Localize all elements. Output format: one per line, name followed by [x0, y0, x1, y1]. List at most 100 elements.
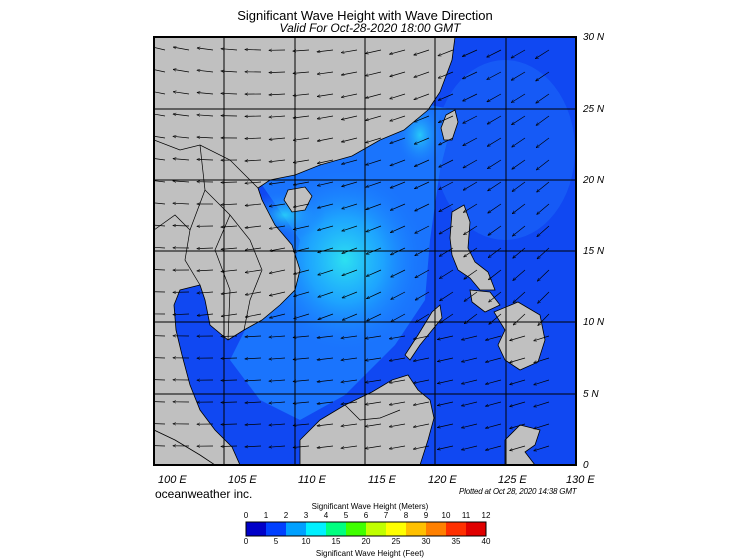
wave-arrow	[511, 93, 526, 103]
wave-arrow	[366, 203, 382, 210]
wave-arrow	[269, 225, 286, 229]
wave-arrow	[293, 181, 310, 185]
lat-label-0: 0	[583, 460, 589, 471]
wave-arrow	[365, 335, 382, 339]
wave-arrow	[318, 225, 334, 230]
wave-arrow	[415, 269, 430, 278]
wave-arrow	[154, 158, 166, 161]
wave-arrow	[154, 269, 166, 271]
colorbar-swatch	[446, 522, 467, 536]
wave-arrow	[173, 159, 190, 160]
wave-arrow	[317, 137, 334, 141]
wave-arrow	[317, 181, 334, 186]
wave-arrow	[463, 203, 478, 212]
wave-arrow	[317, 357, 334, 360]
colorbar-meters-tick: 8	[403, 511, 409, 520]
wave-arrow	[390, 159, 406, 166]
wave-arrow	[391, 269, 406, 277]
wave-arrow	[439, 159, 454, 167]
colorbar-meters-title: Significant Wave Height (Meters)	[311, 502, 429, 511]
wave-arrow	[154, 202, 166, 205]
sulawesi	[504, 424, 541, 465]
wave-arrow	[511, 71, 526, 80]
wave-arrow	[197, 248, 214, 249]
wave-arrow	[245, 446, 262, 447]
wave-arrow	[342, 137, 358, 142]
colorbar-swatch	[266, 522, 287, 536]
wave-arrow	[389, 379, 406, 383]
wave-arrow	[221, 204, 238, 205]
wave-arrow	[269, 181, 286, 184]
colorbar-meters-tick: 7	[383, 511, 389, 520]
wave-arrow	[221, 49, 238, 50]
wave-arrow	[269, 269, 286, 273]
wave-arrow	[269, 358, 286, 359]
wave-arrow	[221, 358, 238, 359]
wave-arrow	[439, 137, 454, 145]
wave-arrow	[536, 93, 550, 103]
wave-arrow	[390, 49, 406, 54]
map-subtitle: Valid For Oct-28-2020 18:00 GMT	[279, 21, 461, 35]
wave-arrow	[245, 336, 262, 337]
wave-arrow	[318, 313, 334, 320]
wave-arrow	[197, 93, 214, 95]
wave-arrow	[538, 313, 550, 326]
wave-arrow	[154, 69, 166, 73]
wave-arrow	[317, 93, 334, 97]
wave-arrow	[341, 379, 358, 382]
lat-label-10n: 10 N	[583, 317, 605, 328]
wave-arrow	[462, 335, 478, 340]
lon-label-100e: 100 E	[158, 474, 187, 486]
wave-arrow	[293, 137, 310, 140]
wave-arrow	[341, 423, 358, 426]
wave-arrow	[464, 225, 478, 235]
wave-arrow	[437, 335, 454, 340]
wave-arrow	[293, 72, 310, 73]
wave-arrow	[154, 224, 166, 227]
wave-arrow	[462, 379, 478, 384]
wave-arrow	[245, 380, 262, 381]
map-frame	[153, 36, 577, 466]
lon-label-120e: 120 E	[428, 474, 457, 486]
wave-arrow	[341, 357, 358, 360]
wave-arrow	[197, 70, 214, 73]
wave-arrow	[438, 49, 454, 56]
wave-arrow	[341, 445, 358, 448]
wave-arrow	[269, 94, 286, 95]
lon-label-125e: 125 E	[498, 474, 527, 486]
wave-arrow	[510, 335, 526, 341]
wave-arrow	[341, 401, 358, 404]
wave-arrow	[221, 291, 238, 294]
wave-arrow	[440, 291, 454, 301]
colorbar-meters-tick: 6	[363, 511, 369, 520]
wave-arrow	[221, 380, 238, 381]
wave-arrow	[413, 335, 430, 339]
wave-arrow	[414, 159, 430, 167]
wave-arrow	[270, 313, 286, 318]
wave-arrow	[245, 269, 262, 273]
wave-arrow	[293, 446, 310, 448]
wave-arrow	[413, 379, 430, 383]
wave-arrow	[293, 424, 310, 426]
colorbar-meters-tick: 5	[343, 511, 349, 520]
wave-arrow	[269, 159, 286, 162]
wave-arrow	[269, 116, 286, 117]
wave-arrow	[513, 313, 526, 325]
colorbar-swatch	[286, 522, 307, 536]
wave-arrow	[536, 137, 550, 148]
wave-arrow	[536, 71, 550, 81]
wave-arrow	[391, 313, 406, 322]
wave-arrow	[510, 379, 526, 385]
wave-arrow	[221, 424, 238, 425]
wave-arrow	[365, 357, 382, 361]
colorbar-meters-tick: 10	[441, 511, 451, 520]
wave-arrow	[294, 269, 310, 274]
wave-arrow	[154, 401, 166, 403]
wave-arrow	[221, 269, 238, 272]
wave-arrow	[173, 92, 190, 95]
wave-arrow	[513, 291, 526, 303]
colorbar-meters-tick: 11	[461, 511, 471, 520]
colorbar-swatch	[306, 522, 327, 536]
wave-arrow	[462, 401, 478, 406]
wave-arrow	[510, 423, 526, 429]
